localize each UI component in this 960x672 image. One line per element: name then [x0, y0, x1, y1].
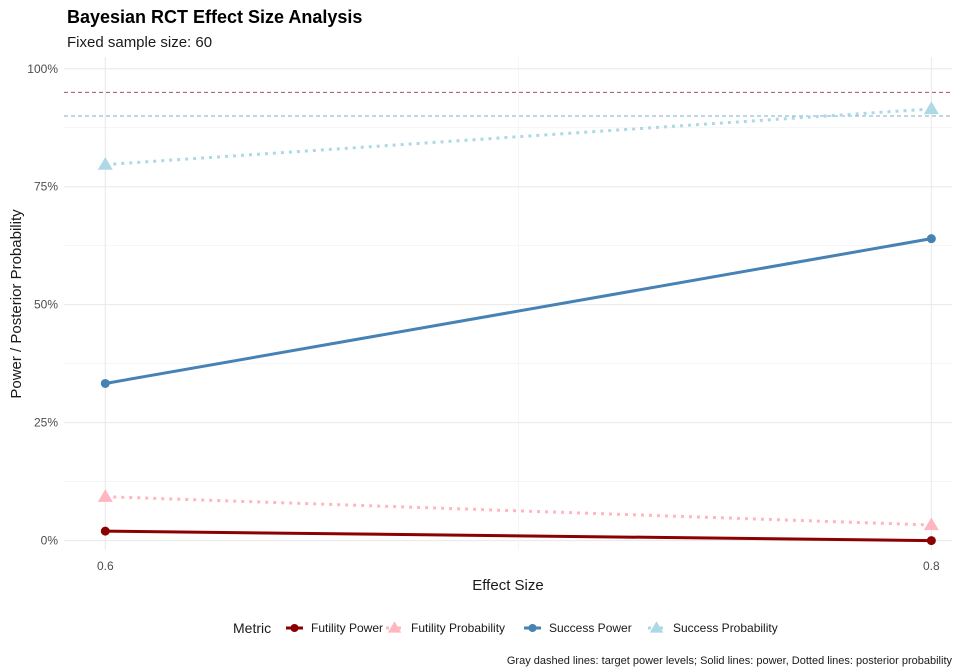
legend-key-marker — [528, 623, 537, 633]
data-point — [100, 378, 110, 388]
series-line — [103, 529, 933, 543]
data-point — [926, 536, 936, 546]
series-line — [105, 107, 932, 167]
legend: Metric Futility Power Futility Probabilit… — [233, 620, 778, 636]
data-point — [923, 101, 939, 115]
legend-key-marker — [649, 621, 664, 633]
chart-title: Bayesian RCT Effect Size Analysis — [67, 7, 362, 27]
grid — [64, 57, 952, 550]
reference-lines — [64, 91, 952, 117]
series-line — [105, 495, 932, 527]
y-axis: 0% 25% 50% 75% 100% — [27, 62, 58, 548]
x-tick-label: 0.6 — [97, 559, 114, 573]
x-axis: 0.6 0.8 — [97, 559, 940, 573]
data-point — [926, 234, 936, 244]
legend-title: Metric — [233, 620, 271, 636]
data-point — [923, 517, 939, 531]
series — [97, 101, 939, 546]
x-axis-title: Effect Size — [472, 577, 543, 594]
y-tick-label: 0% — [41, 534, 59, 548]
y-axis-title: Power / Posterior Probability — [8, 209, 25, 399]
legend-label: Success Power — [549, 621, 632, 635]
x-tick-label: 0.8 — [923, 559, 940, 573]
legend-label: Futility Power — [311, 621, 383, 635]
y-tick-label: 75% — [34, 180, 58, 194]
y-tick-label: 50% — [34, 298, 58, 312]
y-tick-label: 100% — [27, 62, 58, 76]
data-point — [100, 526, 110, 536]
legend-label: Success Probability — [673, 621, 778, 635]
chart-caption: Gray dashed lines: target power levels; … — [507, 655, 953, 667]
series-line — [103, 237, 933, 385]
legend-label: Futility Probability — [411, 621, 505, 635]
legend-key-marker — [387, 621, 402, 633]
chart-subtitle: Fixed sample size: 60 — [67, 34, 212, 51]
data-point — [97, 157, 113, 170]
legend-key-marker — [290, 623, 299, 633]
y-tick-label: 25% — [34, 416, 58, 430]
data-point — [97, 489, 113, 502]
